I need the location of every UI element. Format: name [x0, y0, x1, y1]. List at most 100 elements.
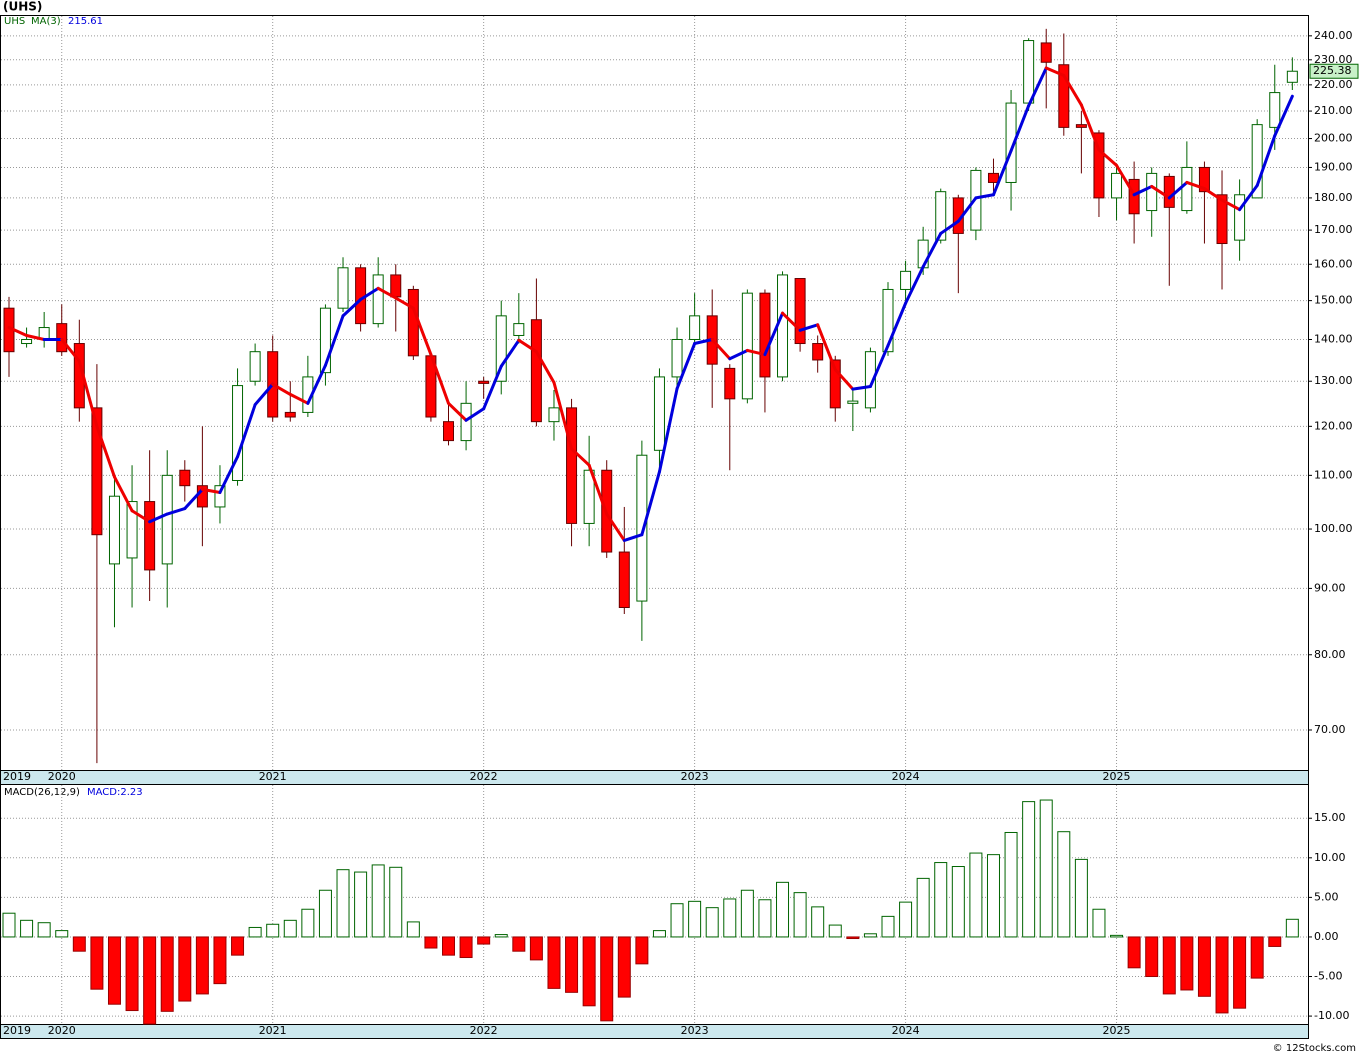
macd-bar — [1127, 936, 1141, 969]
ma-line — [376, 286, 398, 300]
y-tick-label: 160.00 — [1314, 257, 1353, 270]
ma-line — [781, 311, 802, 332]
y-tick-label: -5.00 — [1314, 970, 1342, 983]
macd-bar — [125, 936, 139, 1012]
ma-line — [25, 333, 46, 341]
ma-line — [130, 509, 152, 524]
x-tick-label: 2022 — [470, 770, 498, 783]
macd-bar — [670, 903, 684, 938]
candle-body — [636, 454, 648, 602]
macd-bar — [160, 936, 174, 1012]
candle-body — [144, 501, 156, 571]
ma-line — [7, 326, 29, 337]
ma-line — [183, 487, 204, 511]
candle-body — [829, 359, 841, 409]
x-tick-label: 2023 — [681, 770, 709, 783]
macd-bar — [565, 936, 579, 993]
ma-line — [236, 403, 257, 459]
ma-line — [1097, 148, 1119, 167]
macd-bar — [2, 912, 16, 938]
macd-bar — [459, 936, 473, 959]
macd-bar — [318, 889, 332, 938]
ma-line — [271, 382, 292, 396]
macd-bar — [1092, 908, 1106, 938]
ma-line — [1009, 104, 1031, 153]
ma-line — [1150, 184, 1171, 200]
y-tick-label: 220.00 — [1314, 78, 1353, 91]
macd-bar — [1162, 936, 1176, 995]
ma-line — [763, 311, 785, 357]
macd-bar — [863, 933, 877, 938]
candle-body — [1269, 92, 1281, 128]
macd-bar — [1215, 936, 1229, 1014]
ma-line — [939, 219, 960, 235]
macd-bar — [512, 936, 526, 952]
macd-bar — [442, 936, 455, 956]
x-tick-label: 2019 — [3, 1024, 31, 1037]
macd-bar — [195, 936, 209, 995]
candle-body — [864, 351, 876, 409]
chart-title: (UHS) — [3, 0, 42, 14]
y-tick-label: 230.00 — [1314, 53, 1353, 66]
macd-bar — [934, 862, 948, 938]
ma-line — [745, 348, 767, 357]
candle-body — [1198, 166, 1210, 193]
ma-line — [657, 387, 679, 474]
candle-body — [1181, 166, 1193, 212]
ma-line — [429, 353, 450, 405]
ma-line — [1202, 187, 1224, 202]
x-tick-label: 2020 — [48, 1024, 76, 1037]
macd-bar — [986, 854, 1000, 938]
ma-line — [1220, 198, 1242, 212]
ma-line — [253, 382, 275, 407]
macd-bar — [336, 869, 350, 938]
ma-line — [728, 348, 749, 361]
macd-bar — [20, 919, 34, 938]
candle-body — [847, 400, 859, 404]
y-tick-label: 240.00 — [1314, 29, 1353, 42]
macd-bar — [617, 936, 631, 998]
candle-body — [900, 270, 912, 290]
y-tick-label: 150.00 — [1314, 294, 1353, 307]
ma-line — [1062, 73, 1083, 107]
macd-bar — [1004, 831, 1018, 938]
ma-line — [165, 507, 187, 516]
y-tick-label: 190.00 — [1314, 160, 1353, 173]
ma-line — [605, 512, 626, 542]
ma-line — [675, 342, 697, 391]
ma-line — [798, 323, 820, 332]
macd-bar — [248, 926, 262, 938]
ma-line — [570, 447, 591, 467]
y-tick-label: 70.00 — [1314, 723, 1346, 736]
candle-body — [126, 501, 138, 559]
candle-body — [987, 172, 999, 183]
candle-body — [495, 315, 507, 382]
macd-bar — [354, 871, 368, 938]
legend-ma: MA(3) — [31, 16, 61, 27]
candle-body — [478, 380, 490, 384]
candle-body — [530, 319, 542, 423]
ma-line — [323, 314, 345, 367]
price-tag-label: 225.38 — [1313, 64, 1352, 77]
macd-bar — [1039, 799, 1053, 938]
macd-bar — [547, 936, 561, 989]
macd-bar — [916, 877, 930, 938]
ma-line — [482, 364, 503, 411]
ma-line — [587, 463, 609, 516]
candle-body — [618, 551, 630, 608]
candle-body — [407, 288, 419, 357]
candle-body — [548, 407, 560, 423]
candle-body — [1058, 64, 1070, 128]
ma-line — [447, 401, 468, 422]
candle-body — [319, 307, 331, 374]
macd-bar — [1285, 918, 1299, 938]
y-tick-label: 80.00 — [1314, 648, 1346, 661]
y-tick-label: 5.00 — [1314, 890, 1339, 903]
macd-bar — [705, 907, 719, 938]
candle-body — [1163, 175, 1175, 208]
candle-body — [741, 292, 753, 400]
ma-line — [77, 359, 99, 428]
ma-line — [886, 301, 908, 348]
macd-bar — [494, 934, 508, 938]
